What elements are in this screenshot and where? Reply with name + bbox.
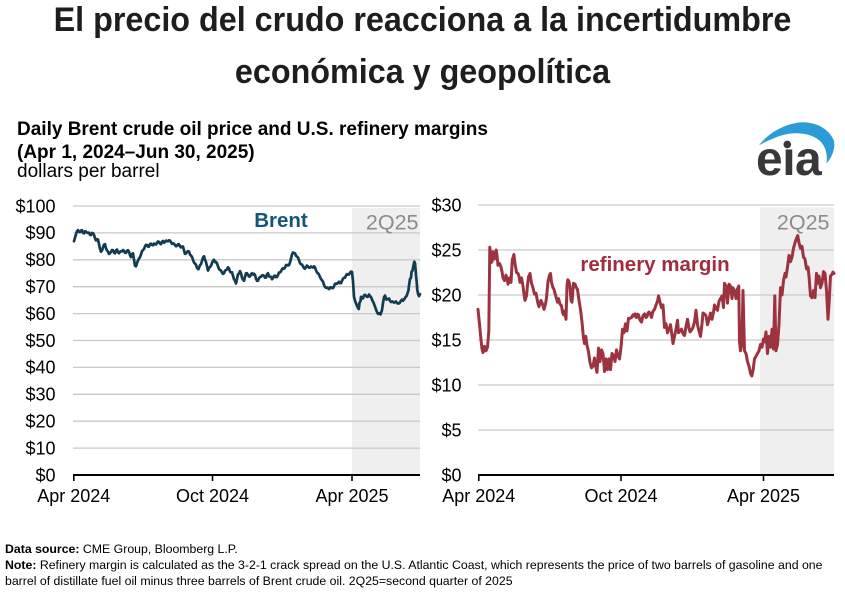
svg-text:$70: $70 — [25, 277, 55, 297]
svg-text:$10: $10 — [25, 438, 55, 458]
svg-text:$80: $80 — [25, 250, 55, 270]
svg-text:$20: $20 — [25, 412, 55, 432]
svg-text:$20: $20 — [431, 285, 461, 305]
svg-text:$100: $100 — [15, 196, 55, 216]
svg-text:$0: $0 — [35, 465, 55, 485]
svg-text:Brent: Brent — [254, 209, 308, 232]
svg-text:$90: $90 — [25, 223, 55, 243]
svg-text:$10: $10 — [431, 375, 461, 395]
svg-text:$30: $30 — [431, 195, 461, 215]
svg-text:$40: $40 — [25, 358, 55, 378]
svg-text:$25: $25 — [431, 240, 461, 260]
svg-text:$60: $60 — [25, 304, 55, 324]
svg-text:$0: $0 — [441, 465, 461, 485]
svg-text:2Q25: 2Q25 — [366, 211, 419, 235]
svg-text:$15: $15 — [431, 330, 461, 350]
svg-text:$50: $50 — [25, 331, 55, 351]
svg-text:Oct 2024: Oct 2024 — [176, 486, 249, 506]
svg-text:$30: $30 — [25, 385, 55, 405]
svg-text:Apr 2024: Apr 2024 — [442, 486, 515, 506]
svg-text:Apr 2024: Apr 2024 — [37, 486, 110, 506]
svg-text:2Q25: 2Q25 — [777, 211, 830, 235]
svg-text:Apr 2025: Apr 2025 — [727, 486, 800, 506]
svg-text:refinery margin: refinery margin — [580, 253, 729, 276]
svg-text:Oct 2024: Oct 2024 — [584, 486, 657, 506]
svg-text:$5: $5 — [441, 420, 461, 440]
svg-text:Apr 2025: Apr 2025 — [315, 486, 388, 506]
